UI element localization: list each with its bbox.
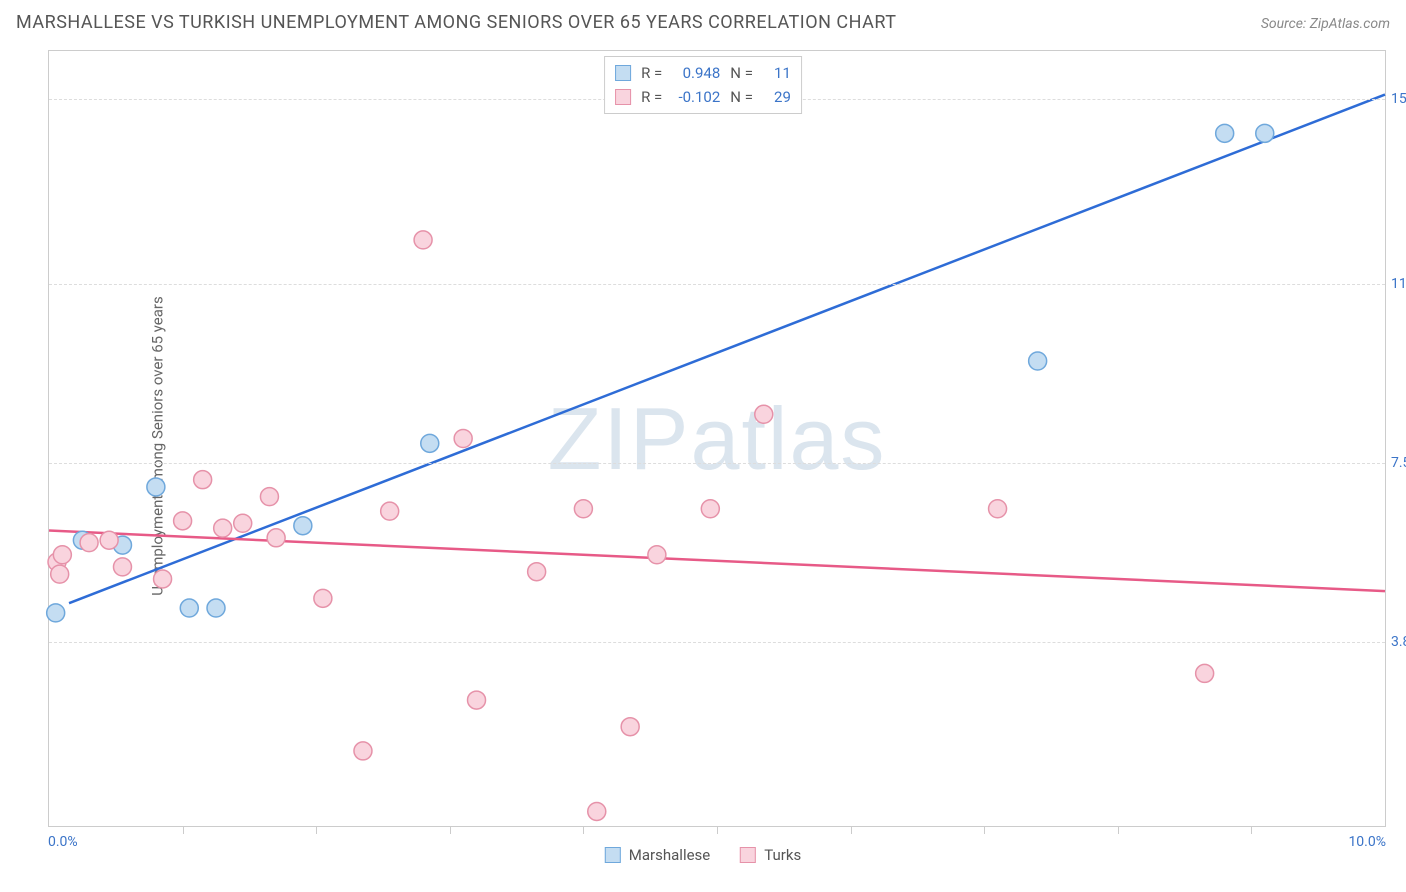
x-tick [450,826,451,834]
r-value: -0.102 [672,85,720,109]
x-axis-min-label: 0.0% [48,834,78,850]
data-point [755,405,773,423]
legend-label: Turks [764,846,801,864]
data-point [1256,124,1274,142]
gridline [49,642,1385,643]
data-point [314,589,332,607]
data-point [588,802,606,820]
trendline [49,531,1385,592]
x-tick [583,826,584,834]
r-label: R = [641,85,662,109]
data-point [113,558,131,576]
x-tick [183,826,184,834]
data-point [648,546,666,564]
x-tick [851,826,852,834]
trendline [69,95,1385,604]
legend-swatch [615,65,631,81]
data-point [528,563,546,581]
data-point [180,599,198,617]
gridline [49,463,1385,464]
data-point [194,471,212,489]
data-point [80,534,98,552]
chart-plot-area: ZIPatlas 3.8%7.5%11.2%15.0% [48,50,1386,827]
scatter-plot-svg [49,51,1385,826]
y-tick-label: 3.8% [1391,634,1406,650]
data-point [294,517,312,535]
source-attribution: Source: ZipAtlas.com [1261,16,1390,32]
correlation-stats-legend: R = 0.948 N = 11 R = -0.102 N = 29 [604,56,802,114]
data-point [154,570,172,588]
data-point [1029,352,1047,370]
data-point [47,604,65,622]
x-tick [984,826,985,834]
legend-item: Turks [740,846,801,864]
data-point [147,478,165,496]
data-point [234,514,252,532]
x-tick [717,826,718,834]
y-tick-label: 15.0% [1391,91,1406,107]
x-axis-max-label: 10.0% [1348,834,1386,850]
legend-swatch [605,847,621,863]
legend-swatch [615,89,631,105]
data-point [207,599,225,617]
n-label: N = [730,61,753,85]
data-point [1216,124,1234,142]
r-value: 0.948 [672,61,720,85]
legend-swatch [740,847,756,863]
x-tick [1118,826,1119,834]
data-point [267,529,285,547]
r-label: R = [641,61,662,85]
chart-title: MARSHALLESE VS TURKISH UNEMPLOYMENT AMON… [16,12,896,33]
data-point [454,430,472,448]
data-point [621,718,639,736]
gridline [49,284,1385,285]
y-tick-label: 7.5% [1391,455,1406,471]
x-tick [1251,826,1252,834]
data-point [260,488,278,506]
data-point [701,500,719,518]
data-point [421,434,439,452]
legend-item: Marshallese [605,846,710,864]
data-point [51,565,69,583]
data-point [214,519,232,537]
data-point [174,512,192,530]
n-value: 29 [763,85,791,109]
legend-label: Marshallese [629,846,710,864]
data-point [989,500,1007,518]
data-point [468,691,486,709]
series-legend: Marshallese Turks [605,846,801,864]
data-point [53,546,71,564]
data-point [100,531,118,549]
stats-legend-row: R = -0.102 N = 29 [615,85,791,109]
n-label: N = [730,85,753,109]
data-point [1196,664,1214,682]
y-tick-label: 11.2% [1391,276,1406,292]
x-tick [316,826,317,834]
n-value: 11 [763,61,791,85]
data-point [381,502,399,520]
data-point [414,231,432,249]
stats-legend-row: R = 0.948 N = 11 [615,61,791,85]
data-point [354,742,372,760]
data-point [574,500,592,518]
